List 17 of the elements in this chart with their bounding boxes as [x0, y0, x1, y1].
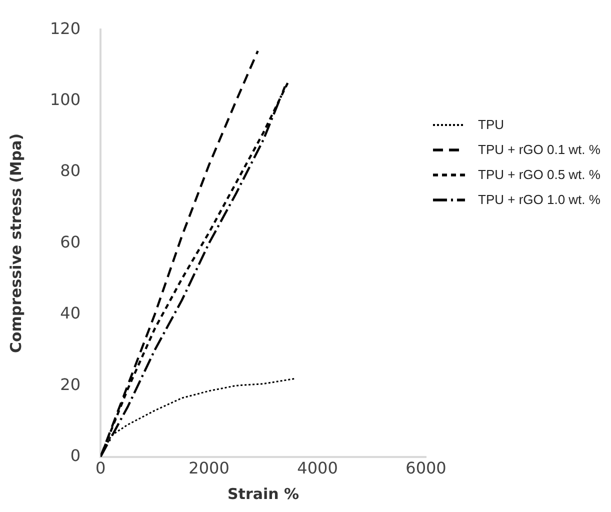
y-tick-label: 40	[60, 304, 81, 323]
legend-label: TPU	[478, 117, 504, 132]
x-tick-label: 4000	[297, 458, 338, 478]
y-tick-label: 120	[50, 18, 81, 38]
legend-label: TPU + rGO 1.0 wt. %	[478, 192, 600, 207]
legend-label: TPU + rGO 0.5 wt. %	[478, 167, 600, 182]
x-axis-title: Strain %	[227, 484, 300, 503]
y-axis-title: Compressive stress (Mpa)	[6, 133, 25, 354]
y-tick-label: 20	[60, 374, 81, 394]
x-tick-label: 0	[95, 458, 106, 478]
legend-label: TPU + rGO 0.1 wt. %	[478, 142, 600, 157]
y-tick-label: 60	[60, 232, 81, 252]
x-tick-label: 6000	[406, 458, 446, 478]
y-tick-label: 80	[60, 161, 81, 180]
x-tick-label: 2000	[188, 458, 230, 478]
y-tick-label: 0	[70, 446, 81, 465]
y-tick-label: 100	[50, 90, 81, 109]
